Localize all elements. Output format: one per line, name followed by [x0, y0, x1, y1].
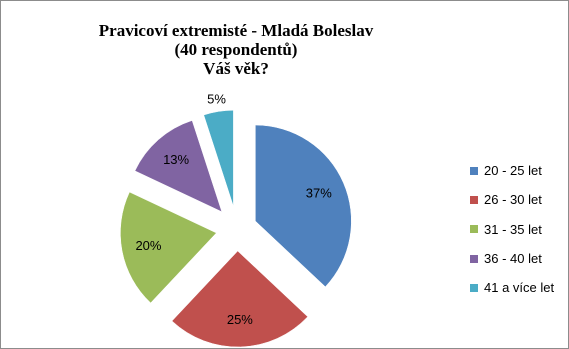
chart-title: Pravicoví extremisté - Mladá Boleslav (4…: [1, 21, 471, 78]
pie-slice-5: [203, 110, 234, 207]
chart-title-line-3: Váš věk?: [203, 59, 269, 78]
legend: 20 - 25 let 26 - 30 let 31 - 35 let 36 - 40…: [470, 156, 554, 302]
data-label-1: 37%: [306, 186, 332, 201]
chart-title-line-1: Pravicoví extremisté - Mladá Boleslav: [98, 21, 374, 40]
legend-label-1: 20 - 25 let: [484, 163, 542, 179]
legend-label-4: 36 - 40 let: [484, 251, 542, 267]
legend-item-3: 31 - 35 let: [470, 215, 554, 244]
legend-swatch-2: [470, 195, 478, 204]
data-label-3: 20%: [135, 238, 161, 253]
pie-slice-4: [134, 120, 223, 213]
legend-label-3: 31 - 35 let: [484, 221, 542, 237]
data-label-5: 5%: [207, 92, 226, 107]
legend-item-1: 20 - 25 let: [470, 156, 554, 185]
legend-item-5: 41 a více let: [470, 273, 554, 302]
legend-swatch-1: [470, 166, 478, 175]
legend-swatch-4: [470, 254, 478, 263]
chart-title-line-2: (40 respondentů): [174, 40, 298, 59]
pie-slice-3: [120, 191, 217, 304]
pie-slice-1: [255, 124, 352, 288]
legend-label-2: 26 - 30 let: [484, 192, 542, 208]
pie-slice-2: [171, 250, 309, 348]
data-label-4: 13%: [163, 152, 189, 167]
legend-swatch-3: [470, 225, 478, 234]
legend-label-5: 41 a více let: [484, 280, 555, 296]
legend-swatch-5: [470, 283, 478, 292]
legend-item-2: 26 - 30 let: [470, 185, 554, 214]
data-label-2: 25%: [227, 312, 253, 327]
legend-item-4: 36 - 40 let: [470, 244, 554, 273]
